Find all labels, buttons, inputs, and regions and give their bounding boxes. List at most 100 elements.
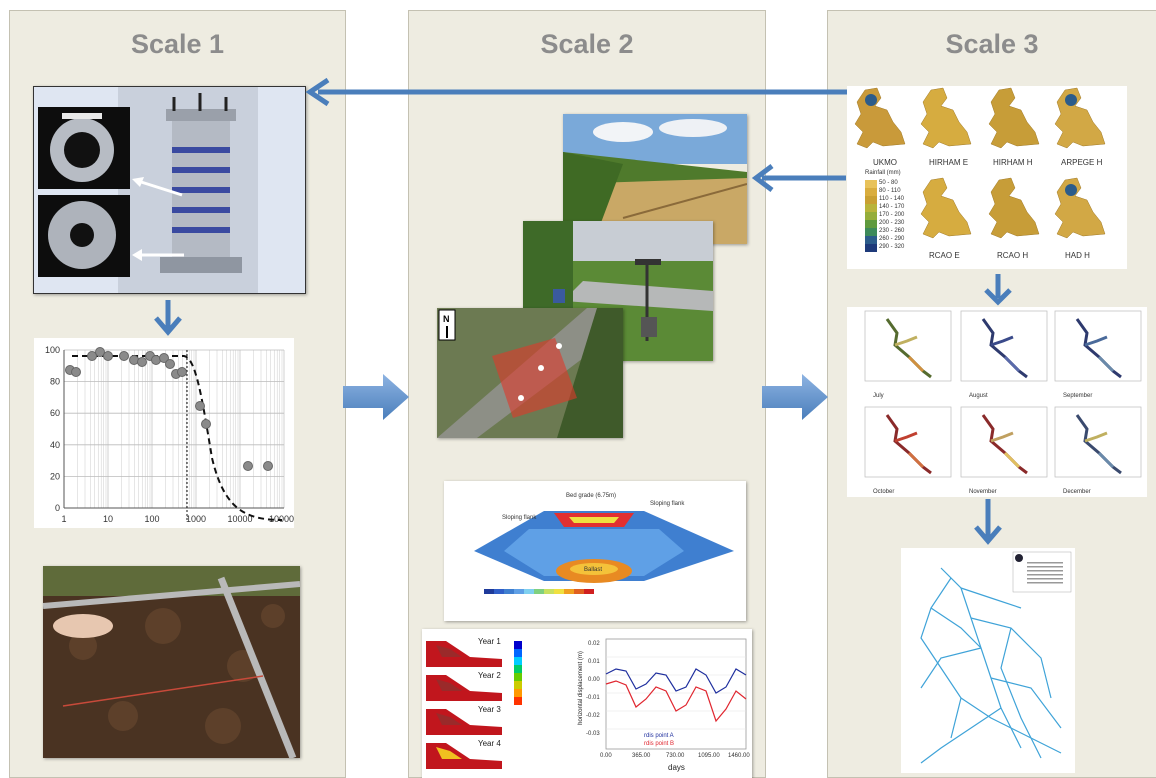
fe-model-panel: Year 1 Year 2 Year 3 Year 4 horizontal d…: [422, 629, 752, 778]
map-label-arpege-h: ARPEGE H: [1061, 158, 1103, 167]
arrow-down-scale1: [154, 300, 182, 336]
legend-item-label: 230 - 260: [879, 228, 905, 234]
x-tick-label: 1: [61, 514, 66, 524]
rail-route: [885, 414, 932, 475]
transect-colorbar-cell: [494, 589, 504, 594]
arrow-feedback-scale3-to-1: [305, 77, 855, 107]
rail-route-branch: [894, 431, 918, 443]
rail-network-line: [970, 617, 1052, 699]
transect-colorbar-cell: [504, 589, 514, 594]
rail-route: [1075, 318, 1122, 379]
rail-route: [885, 318, 932, 379]
panel-title-scale-2: Scale 2: [540, 29, 634, 59]
rail-route-segment: [1003, 355, 1021, 373]
uk-rainfall-map: [988, 177, 1040, 239]
month-october: October: [873, 489, 895, 495]
transect-colorbar-cell: [554, 589, 564, 594]
fe-year-4: Year 4: [478, 739, 501, 748]
rail-network-map: [901, 548, 1075, 773]
line-map-frame: [960, 406, 1048, 478]
transect-label-sloping-flank-left: Sloping flank: [502, 515, 537, 521]
transect-label-sloping-flank-right: Sloping flank: [650, 501, 685, 507]
transect-label-bed-grade: Bed grade (6.75m): [566, 493, 617, 499]
map-label-had-h: HAD H: [1065, 251, 1090, 260]
line-map-frame: [864, 406, 952, 478]
legend-item-label: 260 - 290: [879, 236, 905, 242]
fe-slice: [426, 709, 502, 735]
fe-colorbar-cell: [514, 689, 522, 697]
x-tick-label: 10: [103, 514, 113, 524]
network-legend-line: [1027, 582, 1063, 584]
transect-colorbar-cell: [564, 589, 574, 594]
railway-line-maps: July August September October November D…: [847, 307, 1147, 497]
panel-title-scale-1: Scale 1: [130, 29, 225, 59]
fe-slice-detail: [436, 747, 462, 759]
month-august: August: [969, 393, 988, 399]
sigmoid-fit-curve: [72, 355, 283, 521]
map-label-hirham-e: HIRHAM E: [929, 158, 969, 167]
fe-colorbar-cell: [514, 697, 522, 705]
y-tick-label: 40: [50, 440, 60, 450]
y-tick-label: 0: [55, 503, 60, 513]
fe-colorbar-cell: [514, 665, 522, 673]
fe-slice-detail: [436, 645, 462, 657]
legend-item-label: 80 - 110: [879, 188, 901, 194]
fe-y-tick-1: 0.01: [588, 659, 600, 665]
rail-route: [1075, 414, 1122, 475]
data-point: [243, 461, 253, 471]
rail-route-segment: [1097, 451, 1115, 469]
fe-year-1: Year 1: [478, 637, 501, 646]
map-label-hirham-h: HIRHAM H: [993, 158, 1033, 167]
legend-swatch: [865, 204, 877, 212]
line-map-frame: [960, 310, 1048, 382]
legend-item-label: 290 - 320: [879, 244, 905, 250]
rail-route-branch: [990, 335, 1014, 347]
arrow-down-lines-to-network: [974, 499, 1002, 545]
high-rainfall-spot: [1065, 184, 1077, 196]
fe-legend-a: rdis point A: [644, 733, 674, 739]
x-tick-label: 10000: [227, 514, 252, 524]
rail-route-segment: [1003, 451, 1021, 469]
rail-route-branch: [894, 335, 918, 347]
map-label-rcao-h: RCAO H: [997, 251, 1029, 260]
network-legend-line: [1027, 570, 1063, 572]
fe-slice: [426, 743, 502, 769]
data-point: [119, 351, 129, 361]
fe-x-tick-4: 1460.00: [728, 753, 750, 759]
legend-item-label: 170 - 200: [879, 212, 905, 218]
aerial-site-map: N: [437, 308, 623, 438]
rail-route-segment: [1097, 355, 1115, 373]
sigmoid-chart: 100 80 60 40 20 01 10 100 1000 10000 100000: [34, 338, 299, 528]
legend-swatch: [865, 188, 877, 196]
high-rainfall-spot: [865, 94, 877, 106]
legend-swatch: [865, 212, 877, 220]
fe-colorbar-cell: [514, 657, 522, 665]
rail-route: [981, 318, 1028, 379]
map-label-rcao-e: RCAO E: [929, 251, 960, 260]
rail-network-line: [960, 697, 1062, 754]
fe-year-3: Year 3: [478, 705, 501, 714]
apparatus-illustration: [38, 87, 258, 293]
rail-route-segment: [907, 451, 925, 469]
arrow-right-scale2-to-3: [762, 374, 828, 420]
transect-colorbar-cell: [484, 589, 494, 594]
rail-route-branch: [1084, 335, 1108, 347]
y-tick-label: 100: [45, 345, 60, 355]
high-rainfall-spot: [1065, 94, 1077, 106]
apparatus-photo: [33, 86, 306, 294]
month-july: July: [873, 393, 884, 399]
x-tick-label: 100: [144, 514, 159, 524]
transect-colorbar-cell: [534, 589, 544, 594]
data-point: [137, 357, 147, 367]
data-point: [103, 351, 113, 361]
legend-swatch: [865, 228, 877, 236]
transect-colorbar-cell: [544, 589, 554, 594]
resistivity-transect: Bed grade (6.75m) Sloping flank Sloping …: [444, 481, 746, 621]
rainfall-legend-title: Rainfall (mm): [865, 170, 901, 176]
rdis-point-a-line: [605, 668, 747, 694]
uk-rainfall-map: [1054, 177, 1106, 239]
fe-y-tick-0: 0.02: [588, 641, 600, 647]
fe-legend-b: rdis point B: [644, 741, 675, 747]
data-point: [159, 353, 169, 363]
fe-slice-detail: [436, 679, 462, 691]
